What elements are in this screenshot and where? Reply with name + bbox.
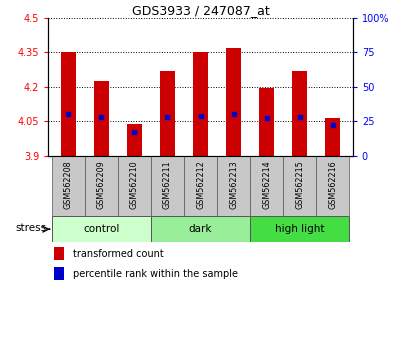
Bar [259,88,274,156]
Text: GSM562215: GSM562215 [295,160,304,209]
Text: dark: dark [189,224,212,234]
Text: high light: high light [275,224,325,234]
Text: GSM562213: GSM562213 [229,160,238,209]
Bar [250,216,349,242]
Bar [193,52,208,156]
Title: GDS3933 / 247087_at: GDS3933 / 247087_at [132,4,269,17]
Text: stress: stress [16,223,47,233]
Bar [61,52,76,156]
Bar [250,156,284,216]
Text: percentile rank within the sample: percentile rank within the sample [73,269,238,279]
Bar [151,216,250,242]
Bar [326,118,340,156]
Bar [52,156,85,216]
Text: transformed count: transformed count [73,249,163,258]
Bar [85,156,118,216]
Text: GSM562212: GSM562212 [196,160,205,209]
Text: GSM562216: GSM562216 [328,160,337,209]
Text: GSM562208: GSM562208 [64,160,73,209]
Bar [52,216,151,242]
Bar [55,247,63,260]
Text: control: control [83,224,119,234]
Bar [118,156,151,216]
Bar [284,156,316,216]
Text: GSM562210: GSM562210 [130,160,139,209]
Bar [217,156,250,216]
Bar [94,81,109,156]
Bar [292,70,307,156]
Bar [184,156,217,216]
Text: GSM562214: GSM562214 [262,160,271,209]
Text: GSM562209: GSM562209 [97,160,106,209]
Bar [160,70,175,156]
Text: GSM562211: GSM562211 [163,160,172,209]
Bar [55,267,63,280]
Bar [316,156,349,216]
Bar [226,47,241,156]
Bar [127,124,142,156]
Bar [151,156,184,216]
